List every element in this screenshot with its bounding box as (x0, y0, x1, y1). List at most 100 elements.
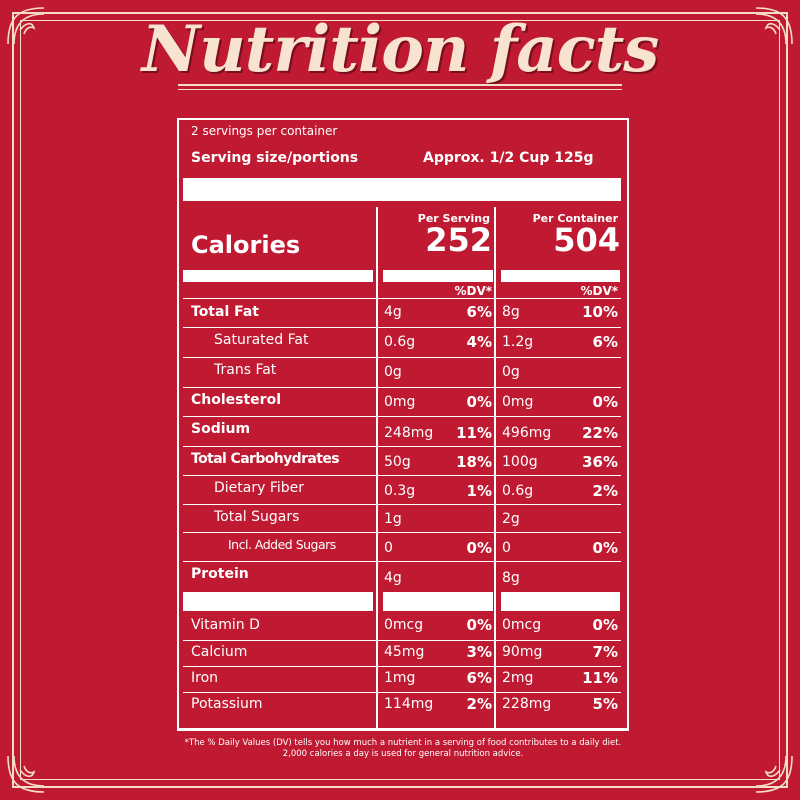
per-container-dv: 6% (592, 333, 618, 351)
corner-ornament-icon (750, 750, 796, 796)
per-serving-dv: 6% (466, 303, 492, 321)
nutrient-name: Trans Fat (214, 362, 277, 378)
per-serving-amount: 1mg (384, 670, 416, 686)
column-divider (494, 207, 496, 728)
per-container-amount: 0 (502, 540, 511, 556)
per-serving-amount: 50g (384, 454, 411, 470)
per-serving-amount: 0mg (384, 394, 416, 410)
per-container-amount: 0mcg (502, 617, 542, 633)
per-serving-dv: 4% (466, 333, 492, 351)
dv-header: %DV* (580, 284, 618, 298)
per-container-amount: 0.6g (502, 483, 534, 499)
per-serving-dv: 6% (466, 669, 492, 687)
per-container-label: Per Container (532, 212, 618, 225)
per-container-amount: 90mg (502, 644, 543, 660)
per-container-amount: 496mg (502, 425, 552, 441)
divider-bar (383, 270, 493, 282)
nutrient-name: Saturated Fat (214, 332, 309, 348)
per-container-amount: 8g (502, 570, 520, 586)
row-rule (183, 387, 621, 388)
divider-bar (183, 270, 373, 282)
per-container-dv: 5% (592, 695, 618, 713)
serving-size-label: Serving size/portions (191, 150, 359, 166)
per-serving-amount: 0.6g (384, 334, 416, 350)
divider-bar (501, 270, 620, 282)
vitamin-name: Calcium (191, 644, 248, 660)
dv-header: %DV* (454, 284, 492, 298)
nutrient-name: Incl. Added Sugars (228, 537, 336, 552)
per-container-amount: 228mg (502, 696, 552, 712)
nutrient-name: Cholesterol (191, 392, 281, 408)
per-serving-dv: 2% (466, 695, 492, 713)
divider-bar (501, 592, 620, 611)
label-bottom-rule (177, 729, 629, 731)
servings-per-container: 2 servings per container (191, 124, 338, 138)
row-rule (183, 475, 621, 476)
per-container-dv: 36% (582, 453, 618, 471)
per-container-amount: 2mg (502, 670, 534, 686)
per-container-amount: 2g (502, 511, 520, 527)
corner-ornament-icon (4, 4, 50, 50)
per-serving-dv: 0% (466, 539, 492, 557)
per-serving-amount: 114mg (384, 696, 434, 712)
per-serving-dv: 3% (466, 643, 492, 661)
row-rule (183, 532, 621, 533)
row-rule (183, 357, 621, 358)
row-rule (183, 692, 621, 693)
nutrient-name: Total Carbohydrates (191, 451, 340, 467)
per-container-dv: 0% (592, 393, 618, 411)
per-container-dv: 0% (592, 539, 618, 557)
calories-per-container: 504 (553, 221, 620, 259)
per-container-dv: 7% (592, 643, 618, 661)
vitamin-name: Iron (191, 670, 219, 686)
inner-border (20, 20, 780, 780)
per-container-dv: 10% (582, 303, 618, 321)
per-serving-dv: 1% (466, 482, 492, 500)
nutrient-name: Total Fat (191, 304, 260, 320)
footnote: *The % Daily Values (DV) tells you how m… (184, 738, 622, 760)
title-underline (178, 84, 622, 86)
per-container-dv: 11% (582, 669, 618, 687)
title-underline-thin (178, 89, 622, 90)
calories-label: Calories (191, 231, 301, 259)
row-rule (183, 298, 621, 299)
page-title: Nutrition facts (141, 12, 660, 87)
row-rule (183, 504, 621, 505)
per-serving-dv: 18% (456, 453, 492, 471)
vitamin-name: Vitamin D (191, 617, 260, 633)
nutrient-name: Sodium (191, 421, 251, 437)
per-container-amount: 100g (502, 454, 538, 470)
column-divider (376, 207, 378, 728)
per-serving-amount: 0mcg (384, 617, 424, 633)
per-serving-dv: 11% (456, 424, 492, 442)
row-rule (183, 446, 621, 447)
per-container-dv: 2% (592, 482, 618, 500)
outer-border (12, 12, 788, 788)
per-serving-amount: 248mg (384, 425, 434, 441)
vitamin-name: Potassium (191, 696, 263, 712)
divider-bar (383, 592, 493, 611)
row-rule (183, 640, 621, 641)
nutrient-name: Total Sugars (214, 509, 300, 525)
corner-ornament-icon (4, 750, 50, 796)
per-serving-amount: 0g (384, 364, 402, 380)
per-serving-amount: 0.3g (384, 483, 416, 499)
divider-bar (183, 592, 373, 611)
row-rule (183, 327, 621, 328)
serving-size-value: Approx. 1/2 Cup 125g (423, 150, 594, 166)
per-container-amount: 8g (502, 304, 520, 320)
calories-per-serving: 252 (425, 221, 492, 259)
nutrient-name: Dietary Fiber (214, 480, 305, 496)
per-container-amount: 1.2g (502, 334, 534, 350)
per-serving-label: Per Serving (417, 212, 490, 225)
nutrient-name: Protein (191, 566, 249, 582)
row-rule (183, 416, 621, 417)
row-rule (183, 666, 621, 667)
per-container-amount: 0g (502, 364, 520, 380)
per-serving-dv: 0% (466, 616, 492, 634)
corner-ornament-icon (750, 4, 796, 50)
per-serving-amount: 4g (384, 304, 402, 320)
divider-bar (183, 178, 621, 201)
per-container-dv: 0% (592, 616, 618, 634)
row-rule (183, 561, 621, 562)
